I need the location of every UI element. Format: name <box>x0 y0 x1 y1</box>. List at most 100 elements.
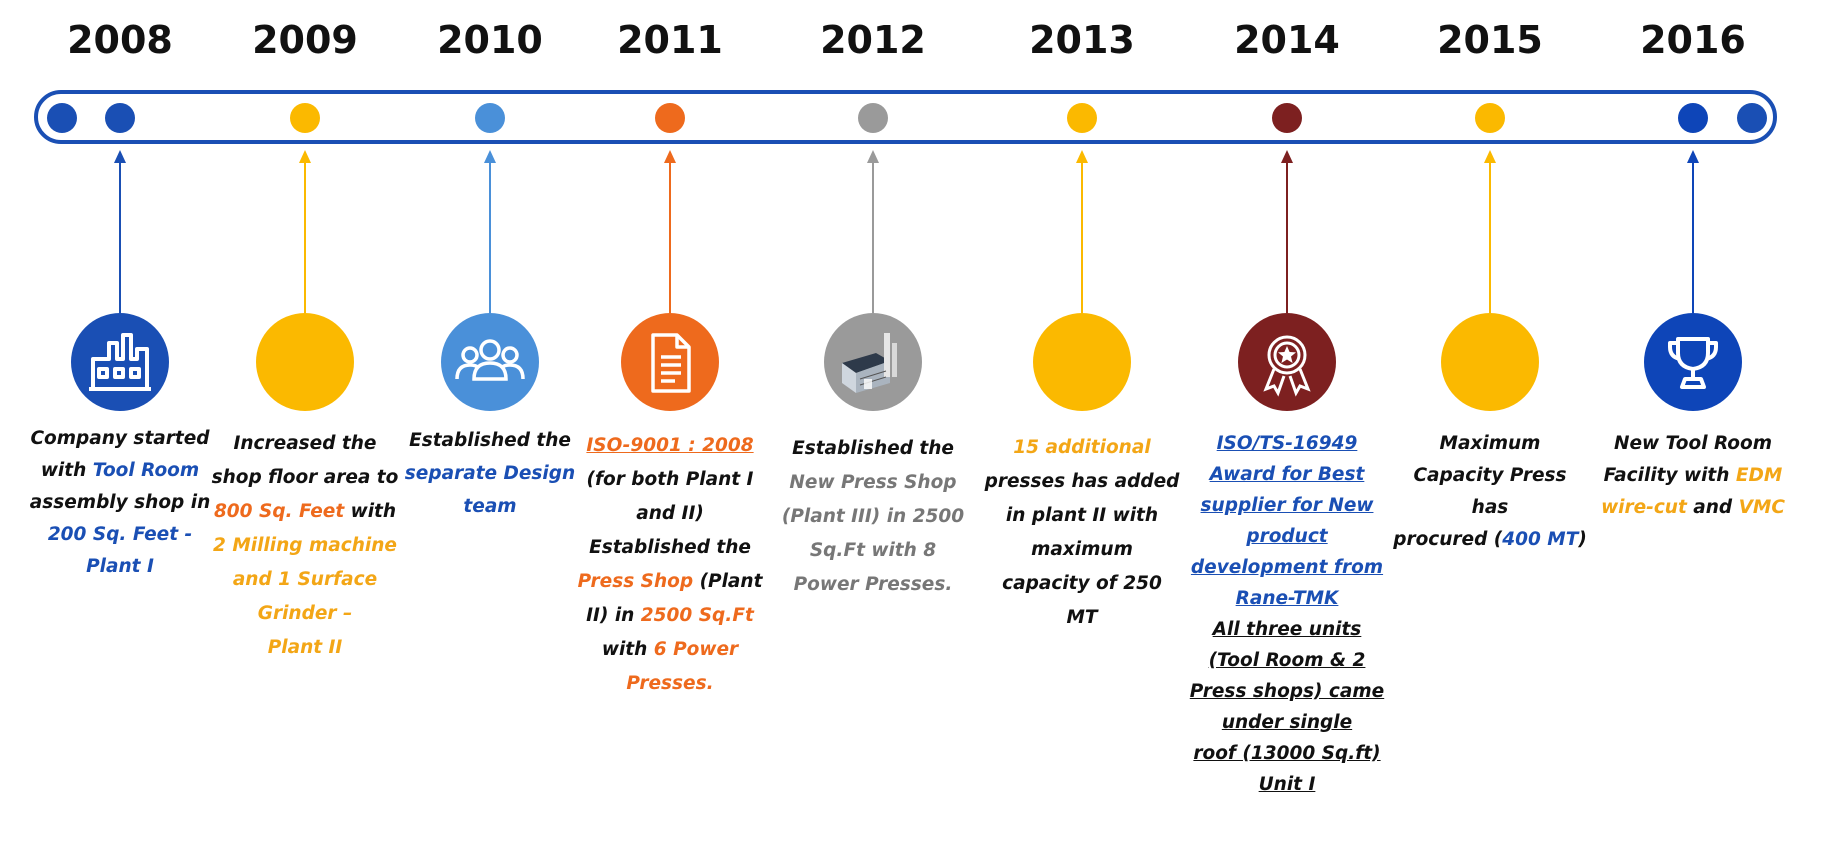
arrow-head-2015 <box>1484 150 1496 163</box>
milestone-description-2015: Maximum Capacity Press has procured (400 M… <box>1392 428 1588 556</box>
description-line: 2 Milling machine <box>207 529 403 563</box>
description-line: wire-cut and VMC <box>1595 492 1791 524</box>
description-line: separate Design <box>392 457 588 490</box>
description-line: 800 Sq. Feet with <box>207 495 403 529</box>
description-text: team <box>463 496 517 517</box>
track-dot-2009 <box>290 103 320 133</box>
description-text: with <box>601 639 654 660</box>
description-text: (Tool Room & 2 <box>1208 650 1366 671</box>
description-text: New Tool Room <box>1613 433 1773 454</box>
description-text: assembly shop in <box>29 492 211 513</box>
description-line: in plant II with <box>984 499 1180 533</box>
description-text: (for both Plant I <box>586 469 754 490</box>
description-line: Plant II <box>207 631 403 665</box>
description-line: Facility with EDM <box>1595 460 1791 492</box>
description-text: Tool Room <box>92 460 200 481</box>
description-line: 200 Sq. Feet - <box>22 519 218 551</box>
track-dot-2010 <box>475 103 505 133</box>
description-line: capacity of 250 <box>984 567 1180 601</box>
description-line: with 6 Power <box>572 633 768 667</box>
description-line: and II) <box>572 497 768 531</box>
description-line: Grinder – <box>207 597 403 631</box>
description-line: Maximum <box>1392 428 1588 460</box>
description-line: with Tool Room <box>22 455 218 487</box>
milestone-circle-2015 <box>1441 313 1539 411</box>
track-dot-2011 <box>655 103 685 133</box>
description-text: and II) <box>636 503 704 524</box>
description-line: ISO/TS-16949 <box>1189 428 1385 459</box>
description-line: Unit I <box>1189 769 1385 800</box>
description-text: separate Design <box>404 463 576 484</box>
description-text: under single <box>1221 712 1353 733</box>
description-line: assembly shop in <box>22 487 218 519</box>
description-line: (Plant III) in 2500 <box>775 500 971 534</box>
year-label-2015: 2015 <box>1437 18 1543 62</box>
description-text: maximum <box>1031 539 1133 560</box>
description-line: ISO-9001 : 2008 <box>572 429 768 463</box>
year-label-2011: 2011 <box>617 18 723 62</box>
description-text: Rane-TMK <box>1235 588 1339 609</box>
milestone-circle-2010 <box>441 313 539 411</box>
milestone-circle-2011 <box>621 313 719 411</box>
description-text: New Press Shop <box>789 472 957 493</box>
year-label-2016: 2016 <box>1640 18 1746 62</box>
arrow-head-2014 <box>1281 150 1293 163</box>
year-label-2012: 2012 <box>820 18 926 62</box>
description-text: Sq.Ft with 8 <box>809 540 937 561</box>
description-line: New Press Shop <box>775 466 971 500</box>
description-line: Increased the <box>207 427 403 461</box>
description-text: shop floor area to <box>211 467 399 488</box>
description-text: EDM <box>1735 465 1783 486</box>
description-line: Presses. <box>572 667 768 701</box>
milestone-circle-2012 <box>824 313 922 411</box>
description-line: product <box>1189 521 1385 552</box>
description-text: 200 Sq. Feet - <box>47 524 193 545</box>
arrow-head-2010 <box>484 150 496 163</box>
description-text: capacity of 250 <box>1002 573 1162 594</box>
milestone-description-2011: ISO-9001 : 2008 (for both Plant I and II) E… <box>572 429 768 701</box>
description-text: Grinder – <box>257 603 353 624</box>
description-text: Facility with <box>1603 465 1736 486</box>
track-start-dot <box>47 103 77 133</box>
arrow-head-2009 <box>299 150 311 163</box>
description-text: 2 Milling machine <box>213 535 397 556</box>
description-text: ) <box>1578 529 1587 550</box>
milestone-description-2008: Company started with Tool Room assembly sh… <box>22 423 218 583</box>
description-text: MT <box>1066 607 1098 628</box>
description-text: product <box>1246 526 1328 547</box>
year-label-2013: 2013 <box>1029 18 1135 62</box>
description-text: ISO/TS-16949 <box>1216 433 1358 454</box>
description-line: (for both Plant I <box>572 463 768 497</box>
description-line: roof (13000 Sq.ft) <box>1189 738 1385 769</box>
description-line: Rane-TMK <box>1189 583 1385 614</box>
description-text: with <box>40 460 93 481</box>
year-label-2014: 2014 <box>1234 18 1340 62</box>
description-text: Established the <box>409 430 571 451</box>
description-text: Press shops) came <box>1189 681 1385 702</box>
description-text: with <box>344 501 397 522</box>
track-dot-2008 <box>105 103 135 133</box>
description-line: team <box>392 490 588 523</box>
arrow-head-2008 <box>114 150 126 163</box>
description-line: Press shops) came <box>1189 676 1385 707</box>
arrow-head-2011 <box>664 150 676 163</box>
description-text: VMC <box>1738 497 1785 518</box>
description-text: 15 additional <box>1013 437 1151 458</box>
description-line: New Tool Room <box>1595 428 1791 460</box>
description-line: Established the <box>572 531 768 565</box>
year-label-2010: 2010 <box>437 18 543 62</box>
milestone-circle-2013 <box>1033 313 1131 411</box>
description-line: maximum <box>984 533 1180 567</box>
description-text: wire-cut <box>1601 497 1687 518</box>
description-text: Press Shop <box>577 571 694 592</box>
description-line: under single <box>1189 707 1385 738</box>
description-text: Presses. <box>626 673 714 694</box>
description-text: Increased the <box>233 433 377 454</box>
track-dot-2012 <box>858 103 888 133</box>
description-text: (Plant <box>693 571 763 592</box>
arrow-head-2013 <box>1076 150 1088 163</box>
milestone-circle-2008 <box>71 313 169 411</box>
description-line: Sq.Ft with 8 <box>775 534 971 568</box>
